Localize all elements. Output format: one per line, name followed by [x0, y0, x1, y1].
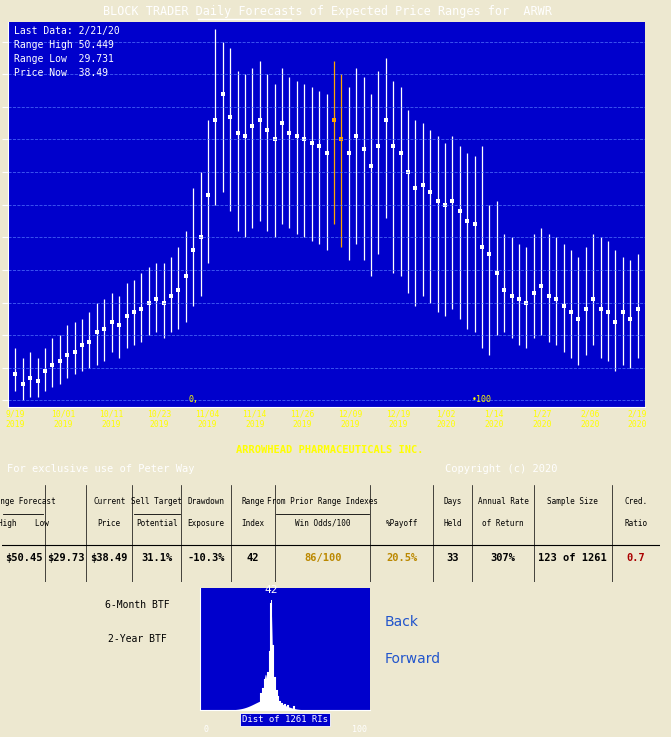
Text: 9/19
2019: 9/19 2019: [5, 409, 25, 429]
Text: 10/01
2019: 10/01 2019: [51, 409, 75, 429]
Text: 11/14
2019: 11/14 2019: [242, 409, 267, 429]
Text: Sample Size: Sample Size: [548, 497, 599, 506]
Text: Range Forecast: Range Forecast: [0, 497, 56, 506]
Text: BLOCK TRADER Daily Forecasts of Expected Price Ranges for  ARWR: BLOCK TRADER Daily Forecasts of Expected…: [103, 4, 552, 18]
Text: 10/11
2019: 10/11 2019: [99, 409, 123, 429]
Text: 12/09
2019: 12/09 2019: [338, 409, 362, 429]
Text: From Prior Range Indexes: From Prior Range Indexes: [267, 497, 378, 506]
Text: Win Odds/100: Win Odds/100: [295, 519, 350, 528]
Text: For exclusive use of Peter Way: For exclusive use of Peter Way: [7, 464, 194, 474]
Text: 0.7: 0.7: [627, 553, 646, 563]
Text: Cred.: Cred.: [625, 497, 648, 506]
Text: 33: 33: [446, 553, 459, 563]
Text: 2/19
2020: 2/19 2020: [628, 409, 648, 429]
Text: $50.45: $50.45: [5, 553, 42, 563]
Text: -10.3%: -10.3%: [187, 553, 225, 563]
Text: 0: 0: [203, 724, 209, 733]
Text: ARROWHEAD PHARMACEUTICALS INC.: ARROWHEAD PHARMACEUTICALS INC.: [236, 445, 424, 455]
Text: Held: Held: [444, 519, 462, 528]
Text: 42: 42: [264, 585, 278, 595]
Text: $29.73: $29.73: [47, 553, 85, 563]
Text: 100: 100: [352, 724, 366, 733]
Text: Back: Back: [385, 615, 419, 629]
Text: 307%: 307%: [491, 553, 515, 563]
Text: 42: 42: [247, 553, 259, 563]
Text: Sell Target: Sell Target: [132, 497, 182, 506]
Text: Potential: Potential: [136, 519, 177, 528]
Text: Current: Current: [93, 497, 125, 506]
Text: 6-Month BTF: 6-Month BTF: [105, 600, 170, 610]
Text: Ratio: Ratio: [625, 519, 648, 528]
Text: 2/06
2020: 2/06 2020: [580, 409, 599, 429]
Text: 123 of 1261: 123 of 1261: [538, 553, 607, 563]
Text: •100: •100: [472, 395, 492, 404]
Text: 1/27
2020: 1/27 2020: [532, 409, 552, 429]
Text: Days: Days: [444, 497, 462, 506]
Text: 11/26
2019: 11/26 2019: [291, 409, 315, 429]
Text: 1/02
2020: 1/02 2020: [436, 409, 456, 429]
Text: Annual Rate: Annual Rate: [478, 497, 529, 506]
Text: High    Low: High Low: [0, 519, 49, 528]
Text: 0,: 0,: [188, 395, 198, 404]
Text: 20.5%: 20.5%: [386, 553, 417, 563]
Text: $38.49: $38.49: [91, 553, 128, 563]
Text: of Return: of Return: [482, 519, 524, 528]
Text: 11/04
2019: 11/04 2019: [195, 409, 219, 429]
Text: 31.1%: 31.1%: [141, 553, 172, 563]
Text: Price: Price: [98, 519, 121, 528]
Text: %Payoff: %Payoff: [386, 519, 418, 528]
Text: Forward: Forward: [385, 652, 441, 666]
Text: Index: Index: [242, 519, 264, 528]
Text: Range: Range: [242, 497, 264, 506]
Text: Exposure: Exposure: [187, 519, 225, 528]
Text: 86/100: 86/100: [304, 553, 342, 563]
Text: 12/19
2019: 12/19 2019: [386, 409, 411, 429]
Text: 10/23
2019: 10/23 2019: [147, 409, 171, 429]
Text: 2-Year BTF: 2-Year BTF: [108, 634, 167, 644]
Text: Drawdown: Drawdown: [187, 497, 225, 506]
Text: Copyright (c) 2020: Copyright (c) 2020: [446, 464, 558, 474]
Text: Last Data: 2/21/20
Range High 50.449
Range Low  29.731
Price Now  38.49: Last Data: 2/21/20 Range High 50.449 Ran…: [14, 26, 120, 78]
Text: 1/14
2020: 1/14 2020: [484, 409, 504, 429]
Text: Dist of 1261 RIs: Dist of 1261 RIs: [242, 715, 328, 724]
